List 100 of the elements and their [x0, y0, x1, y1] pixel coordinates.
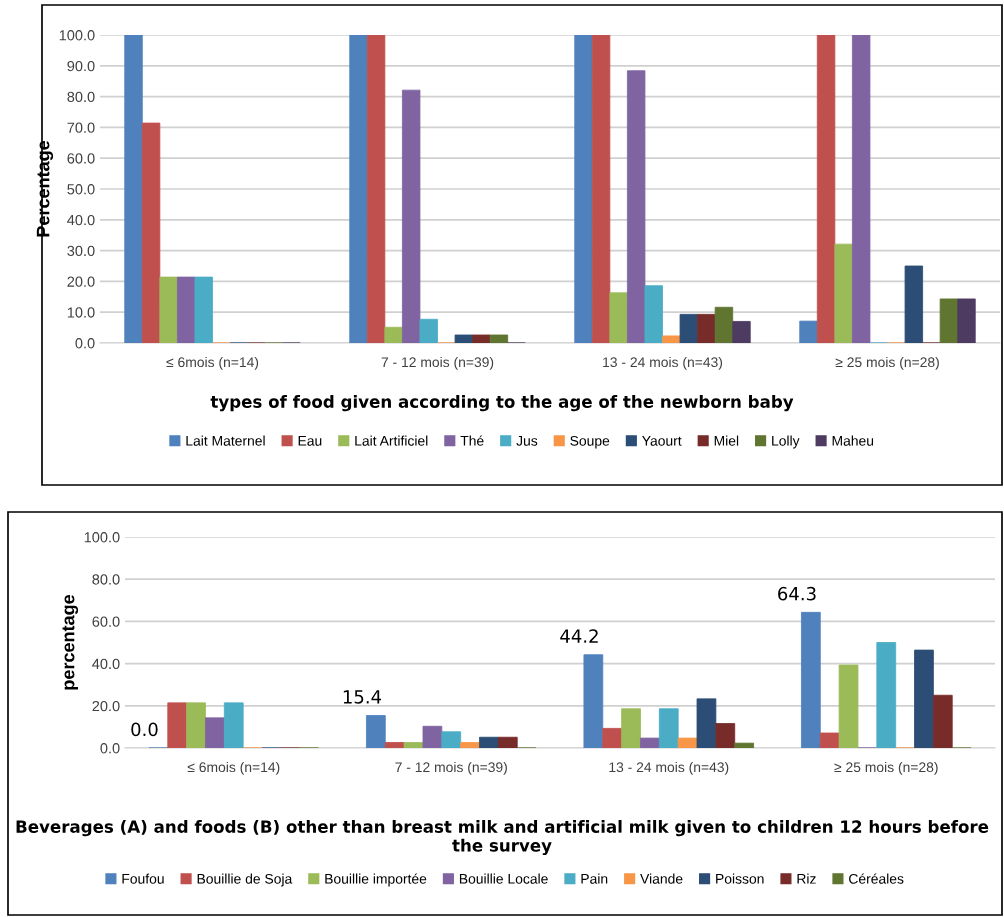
y-axis-title: Percentage — [36, 140, 54, 237]
y-tick-label: 100.0 — [84, 532, 120, 543]
bar — [734, 742, 754, 748]
x-axis-title: Beverages (A) and foods (B) other than breast milk and artificial milk given to children 12 hours before the survey — [16, 820, 989, 856]
bar — [401, 89, 421, 343]
legend-label: Céréales — [849, 873, 904, 884]
y-tick-label: 0.0 — [100, 743, 120, 754]
legend-label: Lait Maternel — [186, 435, 265, 446]
bar — [851, 35, 871, 343]
bar — [932, 694, 953, 748]
y-tick-label: 40.0 — [67, 214, 95, 226]
bar — [460, 742, 480, 748]
bar — [816, 35, 836, 343]
bar — [366, 35, 386, 343]
bar — [194, 276, 213, 343]
bar — [159, 276, 178, 343]
bar — [384, 326, 403, 343]
y-tick-label: 20.0 — [67, 276, 95, 287]
bar — [176, 276, 196, 343]
bar — [838, 664, 859, 748]
y-tick-label: 0.0 — [75, 338, 95, 349]
legend-label: Yaourt — [642, 436, 682, 446]
bar — [186, 702, 206, 748]
bar — [697, 313, 716, 343]
bar — [834, 243, 853, 343]
x-tick-label: ≥ 25 mois (n=28) — [834, 761, 938, 775]
bar — [489, 334, 509, 343]
y-tick-label: 40.0 — [92, 658, 120, 670]
x-tick-label: ≤ 6mois (n=14) — [187, 761, 280, 775]
x-axis-title: types of food given according to the age of the newborn baby — [210, 395, 794, 412]
bar — [591, 35, 611, 343]
legend-label: Bouillie Locale — [459, 873, 548, 884]
bar — [957, 298, 976, 343]
bar — [419, 318, 438, 343]
y-tick-label: 80.0 — [92, 574, 120, 585]
x-tick-label: 13 - 24 mois (n=43) — [609, 761, 729, 775]
legend-label: Miel — [714, 435, 739, 446]
legend-label: Foufou — [122, 873, 164, 884]
legend-label: Jus — [516, 436, 538, 446]
bar — [714, 306, 734, 343]
legend-label: Pain — [581, 873, 608, 884]
y-tick-label: 100.0 — [59, 30, 95, 41]
data-label: 0.0 — [131, 722, 158, 737]
x-tick-label: 13 - 24 mois (n=43) — [603, 356, 723, 370]
bar — [602, 727, 623, 748]
bar — [662, 335, 681, 343]
y-tick-label: 90.0 — [67, 60, 95, 72]
y-tick-label: 10.0 — [67, 307, 95, 318]
data-label: 15.4 — [343, 690, 382, 704]
x-tick-label: 7 - 12 mois (n=39) — [395, 761, 507, 775]
bar — [609, 292, 628, 343]
bar — [799, 320, 818, 343]
bar — [644, 285, 663, 343]
bar — [479, 736, 499, 748]
bar — [167, 702, 188, 748]
legend-label: Bouillie de Soja — [197, 873, 293, 887]
bar — [454, 334, 474, 343]
bar — [658, 708, 679, 748]
y-tick-label: 60.0 — [67, 153, 95, 164]
bar — [124, 35, 143, 343]
legend-label: Lait Artificiel — [355, 435, 428, 446]
legend-label: Bouillie importée — [325, 873, 427, 887]
bar — [472, 334, 491, 343]
bar — [732, 321, 751, 343]
bar — [904, 265, 924, 343]
bar — [141, 122, 161, 343]
x-tick-label: ≥ 25 mois (n=28) — [835, 356, 939, 370]
bar — [349, 35, 368, 343]
bar — [223, 702, 244, 748]
bar — [422, 725, 443, 748]
legend-label: Viande — [640, 873, 683, 884]
bar — [205, 717, 225, 748]
bar — [640, 737, 660, 748]
y-tick-label: 50.0 — [67, 184, 95, 195]
y-tick-label: 60.0 — [92, 616, 120, 627]
bar — [626, 70, 646, 343]
bar — [696, 698, 717, 748]
bar — [497, 736, 518, 748]
data-label: 44.2 — [560, 629, 598, 643]
y-axis-title: percentage — [62, 594, 79, 690]
y-tick-label: 80.0 — [67, 91, 95, 103]
bar — [384, 742, 405, 748]
legend-label: Eau — [298, 436, 322, 446]
legend-label: Lolly — [772, 435, 800, 449]
bar — [876, 642, 897, 748]
bar — [939, 298, 959, 343]
bar — [366, 715, 386, 748]
y-tick-label: 20.0 — [92, 700, 120, 712]
legend-label: Soupe — [570, 435, 610, 449]
data-label: 64.3 — [778, 586, 816, 601]
bar — [914, 649, 934, 748]
bar — [403, 742, 424, 748]
legend-label: Thé — [460, 435, 484, 446]
bar — [819, 732, 840, 748]
bar — [801, 611, 821, 748]
bar — [715, 723, 736, 748]
bar — [583, 654, 604, 748]
x-tick-label: ≤ 6mois (n=14) — [166, 356, 259, 370]
bar — [677, 737, 698, 748]
y-tick-label: 70.0 — [67, 122, 95, 133]
